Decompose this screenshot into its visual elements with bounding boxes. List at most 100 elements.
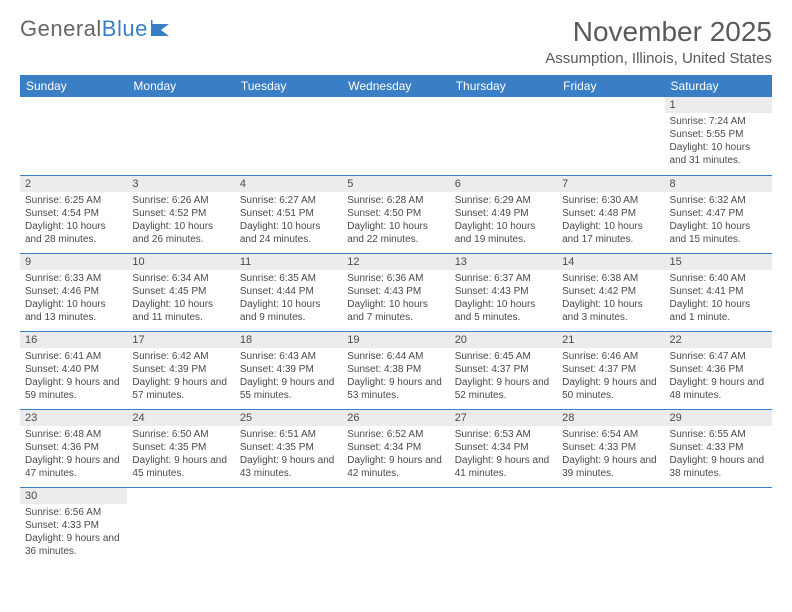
calendar-day-cell [342, 487, 449, 565]
day-body: Sunrise: 6:47 AMSunset: 4:36 PMDaylight:… [665, 348, 772, 404]
daylight-text: Daylight: 10 hours and 28 minutes. [25, 220, 122, 246]
sunrise-text: Sunrise: 6:47 AM [670, 350, 767, 363]
daylight-text: Daylight: 9 hours and 39 minutes. [562, 454, 659, 480]
sunset-text: Sunset: 4:48 PM [562, 207, 659, 220]
sunrise-text: Sunrise: 6:27 AM [240, 194, 337, 207]
day-number: 4 [235, 176, 342, 192]
daylight-text: Daylight: 10 hours and 7 minutes. [347, 298, 444, 324]
day-body: Sunrise: 6:27 AMSunset: 4:51 PMDaylight:… [235, 192, 342, 248]
sunrise-text: Sunrise: 6:36 AM [347, 272, 444, 285]
calendar-day-cell: 11Sunrise: 6:35 AMSunset: 4:44 PMDayligh… [235, 253, 342, 331]
sunrise-text: Sunrise: 6:35 AM [240, 272, 337, 285]
sunrise-text: Sunrise: 6:56 AM [25, 506, 122, 519]
day-number: 27 [450, 410, 557, 426]
calendar-day-cell: 15Sunrise: 6:40 AMSunset: 4:41 PMDayligh… [665, 253, 772, 331]
day-number: 30 [20, 488, 127, 504]
day-number: 17 [127, 332, 234, 348]
month-title: November 2025 [545, 16, 772, 48]
sunrise-text: Sunrise: 6:43 AM [240, 350, 337, 363]
day-number: 2 [20, 176, 127, 192]
daylight-text: Daylight: 10 hours and 31 minutes. [670, 141, 767, 167]
day-number: 21 [557, 332, 664, 348]
sunrise-text: Sunrise: 6:38 AM [562, 272, 659, 285]
day-number: 6 [450, 176, 557, 192]
sunset-text: Sunset: 4:38 PM [347, 363, 444, 376]
daylight-text: Daylight: 9 hours and 52 minutes. [455, 376, 552, 402]
daylight-text: Daylight: 9 hours and 42 minutes. [347, 454, 444, 480]
calendar-day-cell: 17Sunrise: 6:42 AMSunset: 4:39 PMDayligh… [127, 331, 234, 409]
day-body: Sunrise: 6:56 AMSunset: 4:33 PMDaylight:… [20, 504, 127, 560]
day-body: Sunrise: 6:40 AMSunset: 4:41 PMDaylight:… [665, 270, 772, 326]
day-body: Sunrise: 6:54 AMSunset: 4:33 PMDaylight:… [557, 426, 664, 482]
day-body: Sunrise: 7:24 AMSunset: 5:55 PMDaylight:… [665, 113, 772, 169]
sunrise-text: Sunrise: 6:53 AM [455, 428, 552, 441]
day-body: Sunrise: 6:52 AMSunset: 4:34 PMDaylight:… [342, 426, 449, 482]
calendar-day-cell: 8Sunrise: 6:32 AMSunset: 4:47 PMDaylight… [665, 175, 772, 253]
day-number: 11 [235, 254, 342, 270]
day-number [450, 97, 557, 101]
calendar-day-cell: 28Sunrise: 6:54 AMSunset: 4:33 PMDayligh… [557, 409, 664, 487]
sunset-text: Sunset: 4:47 PM [670, 207, 767, 220]
logo-text-1: General [20, 16, 102, 42]
logo-flag-icon [151, 16, 173, 42]
calendar-day-cell [450, 487, 557, 565]
sunrise-text: Sunrise: 6:41 AM [25, 350, 122, 363]
day-body: Sunrise: 6:48 AMSunset: 4:36 PMDaylight:… [20, 426, 127, 482]
calendar-day-cell: 16Sunrise: 6:41 AMSunset: 4:40 PMDayligh… [20, 331, 127, 409]
day-header: Wednesday [342, 75, 449, 97]
sunset-text: Sunset: 4:52 PM [132, 207, 229, 220]
day-number: 7 [557, 176, 664, 192]
calendar-day-cell: 22Sunrise: 6:47 AMSunset: 4:36 PMDayligh… [665, 331, 772, 409]
daylight-text: Daylight: 10 hours and 17 minutes. [562, 220, 659, 246]
sunrise-text: Sunrise: 6:33 AM [25, 272, 122, 285]
day-body: Sunrise: 6:53 AMSunset: 4:34 PMDaylight:… [450, 426, 557, 482]
sunrise-text: Sunrise: 6:42 AM [132, 350, 229, 363]
sunrise-text: Sunrise: 6:44 AM [347, 350, 444, 363]
calendar-day-cell: 3Sunrise: 6:26 AMSunset: 4:52 PMDaylight… [127, 175, 234, 253]
day-body: Sunrise: 6:32 AMSunset: 4:47 PMDaylight:… [665, 192, 772, 248]
daylight-text: Daylight: 10 hours and 3 minutes. [562, 298, 659, 324]
daylight-text: Daylight: 9 hours and 48 minutes. [670, 376, 767, 402]
sunset-text: Sunset: 4:36 PM [670, 363, 767, 376]
daylight-text: Daylight: 9 hours and 36 minutes. [25, 532, 122, 558]
calendar-day-cell: 14Sunrise: 6:38 AMSunset: 4:42 PMDayligh… [557, 253, 664, 331]
calendar-day-cell [557, 97, 664, 175]
daylight-text: Daylight: 10 hours and 26 minutes. [132, 220, 229, 246]
daylight-text: Daylight: 9 hours and 59 minutes. [25, 376, 122, 402]
sunrise-text: Sunrise: 6:45 AM [455, 350, 552, 363]
day-number: 9 [20, 254, 127, 270]
sunset-text: Sunset: 4:39 PM [240, 363, 337, 376]
calendar-day-cell [127, 97, 234, 175]
calendar-day-cell: 1Sunrise: 7:24 AMSunset: 5:55 PMDaylight… [665, 97, 772, 175]
sunrise-text: Sunrise: 7:24 AM [670, 115, 767, 128]
day-number: 22 [665, 332, 772, 348]
day-number: 29 [665, 410, 772, 426]
sunrise-text: Sunrise: 6:54 AM [562, 428, 659, 441]
sunset-text: Sunset: 4:33 PM [562, 441, 659, 454]
sunset-text: Sunset: 4:51 PM [240, 207, 337, 220]
day-number [235, 488, 342, 492]
day-number: 12 [342, 254, 449, 270]
location-text: Assumption, Illinois, United States [545, 50, 772, 67]
daylight-text: Daylight: 10 hours and 15 minutes. [670, 220, 767, 246]
day-body: Sunrise: 6:46 AMSunset: 4:37 PMDaylight:… [557, 348, 664, 404]
calendar-day-cell [450, 97, 557, 175]
daylight-text: Daylight: 9 hours and 38 minutes. [670, 454, 767, 480]
sunset-text: Sunset: 4:39 PM [132, 363, 229, 376]
daylight-text: Daylight: 10 hours and 22 minutes. [347, 220, 444, 246]
day-body: Sunrise: 6:28 AMSunset: 4:50 PMDaylight:… [342, 192, 449, 248]
day-header: Monday [127, 75, 234, 97]
sunset-text: Sunset: 4:35 PM [132, 441, 229, 454]
sunrise-text: Sunrise: 6:26 AM [132, 194, 229, 207]
calendar-day-cell: 12Sunrise: 6:36 AMSunset: 4:43 PMDayligh… [342, 253, 449, 331]
day-body: Sunrise: 6:30 AMSunset: 4:48 PMDaylight:… [557, 192, 664, 248]
sunset-text: Sunset: 4:42 PM [562, 285, 659, 298]
day-body: Sunrise: 6:38 AMSunset: 4:42 PMDaylight:… [557, 270, 664, 326]
day-body: Sunrise: 6:35 AMSunset: 4:44 PMDaylight:… [235, 270, 342, 326]
day-number: 26 [342, 410, 449, 426]
calendar-day-cell: 21Sunrise: 6:46 AMSunset: 4:37 PMDayligh… [557, 331, 664, 409]
daylight-text: Daylight: 10 hours and 24 minutes. [240, 220, 337, 246]
day-number [450, 488, 557, 492]
sunset-text: Sunset: 4:41 PM [670, 285, 767, 298]
calendar-day-cell: 6Sunrise: 6:29 AMSunset: 4:49 PMDaylight… [450, 175, 557, 253]
